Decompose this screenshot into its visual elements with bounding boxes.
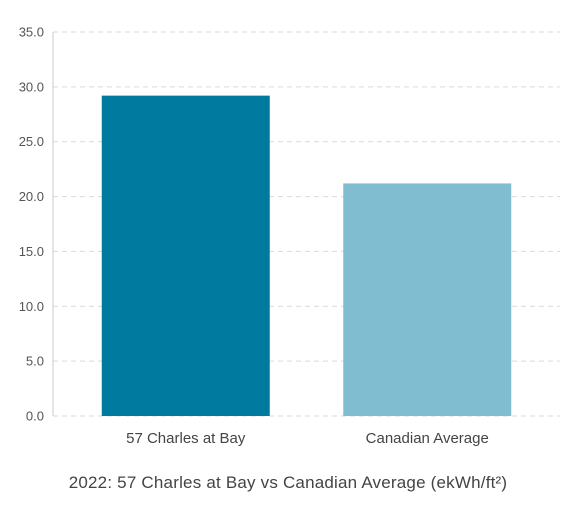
y-tick-label: 0.0: [26, 409, 44, 424]
x-axis: 57 Charles at Bay Canadian Average: [126, 430, 489, 447]
y-tick-label: 15.0: [19, 244, 44, 259]
bars: [101, 95, 512, 417]
bar-chart: 0.0 5.0 10.0 15.0 20.0 25.0 30.0 35.0 57 Charle…: [19, 25, 560, 447]
y-tick-label: 10.0: [19, 299, 44, 314]
y-tick-label: 25.0: [19, 134, 44, 149]
y-axis: 0.0 5.0 10.0 15.0 20.0 25.0 30.0 35.0: [19, 25, 44, 424]
y-tick-label: 20.0: [19, 189, 44, 204]
bar-1: [101, 95, 270, 417]
y-tick-label: 35.0: [19, 25, 44, 40]
y-tick-label: 5.0: [26, 354, 44, 369]
bar-2: [343, 183, 512, 416]
chart-caption: 2022: 57 Charles at Bay vs Canadian Aver…: [68, 473, 508, 492]
y-tick-label: 30.0: [19, 79, 44, 94]
x-category-label: Canadian Average: [366, 430, 489, 447]
x-category-label: 57 Charles at Bay: [126, 430, 246, 447]
